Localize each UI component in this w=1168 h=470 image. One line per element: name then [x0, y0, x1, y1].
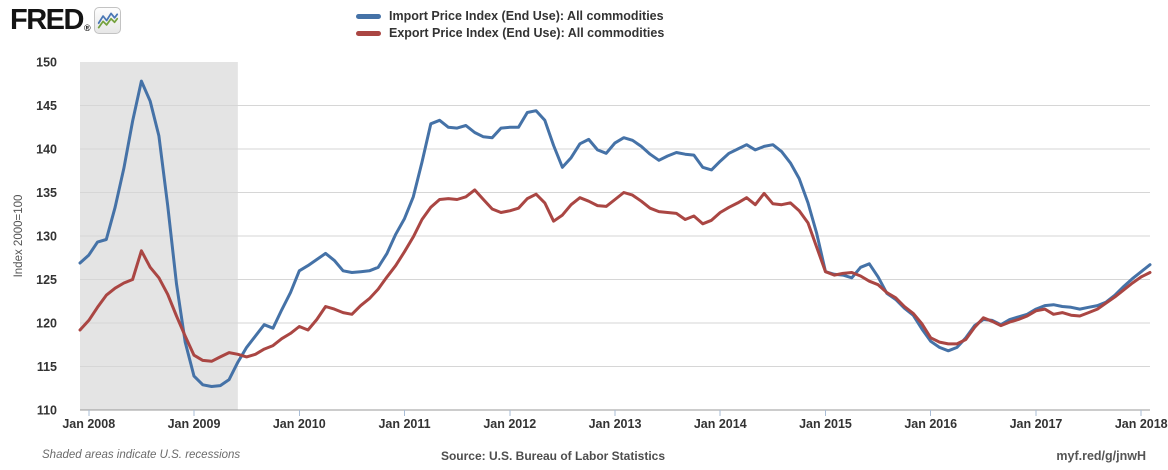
x-axis-labels: Jan 2008 Jan 2009 Jan 2010 Jan 2011 Jan 2012… [62, 417, 1167, 431]
sparkline-chart-icon-svg [97, 12, 118, 29]
y-axis-label: 115 [37, 360, 57, 374]
y-axis-label: 135 [36, 186, 57, 200]
registered-trademark-mark: ® [83, 23, 91, 33]
fred-logo: FRED ® [10, 4, 121, 37]
sparkline-chart-icon [93, 7, 121, 34]
y-axis-label: 150 [36, 56, 57, 70]
import-series-swatch [356, 13, 381, 19]
source-attribution: Source: U.S. Bureau of Labor Statistics [440, 449, 666, 463]
x-axis-label: Jan 2009 [168, 417, 221, 431]
x-axis-label: Jan 2014 [694, 417, 747, 431]
y-axis-label: 110 [37, 404, 57, 418]
x-axis-label: Jan 2015 [799, 417, 852, 431]
chart-legend: Import Price Index (End Use): All commod… [356, 9, 664, 43]
x-axis-label: Jan 2018 [1115, 417, 1168, 431]
x-axis-ticks [88, 410, 1142, 416]
fred-short-url: myf.red/g/jnwH [1056, 449, 1146, 463]
import-series-line [78, 79, 1152, 388]
x-axis-label: Jan 2013 [589, 417, 642, 431]
y-axis-label: 120 [36, 317, 57, 331]
x-axis-label: Jan 2012 [483, 417, 536, 431]
recession-note: Shaded areas indicate U.S. recessions [42, 449, 241, 461]
legend-item-import-label: Import Price Index (End Use): All commod… [389, 9, 664, 23]
x-axis-label: Jan 2016 [904, 417, 957, 431]
export-series-swatch [356, 30, 381, 36]
legend-item-export-label: Export Price Index (End Use): All commod… [389, 26, 665, 40]
y-axis-title: Index 2000=100 [13, 195, 25, 278]
legend-item-export: Export Price Index (End Use): All commod… [356, 26, 664, 40]
x-axis-label: Jan 2008 [62, 417, 115, 431]
export-series-line [78, 188, 1152, 363]
x-axis-label: Jan 2010 [273, 417, 326, 431]
y-gridlines [80, 105, 1150, 367]
y-axis-label: 125 [36, 273, 57, 287]
legend-item-import: Import Price Index (End Use): All commod… [356, 9, 664, 23]
x-axis-label: Jan 2011 [378, 417, 430, 431]
y-axis-label: 140 [36, 143, 57, 157]
x-axis-label: Jan 2017 [1010, 417, 1063, 431]
y-axis-label: 130 [36, 230, 57, 244]
y-axis-labels: 110 115 120 125 130 135 140 145 150 [36, 56, 57, 418]
fred-logo-text: FRED [10, 4, 84, 36]
y-axis-label: 145 [36, 99, 57, 113]
